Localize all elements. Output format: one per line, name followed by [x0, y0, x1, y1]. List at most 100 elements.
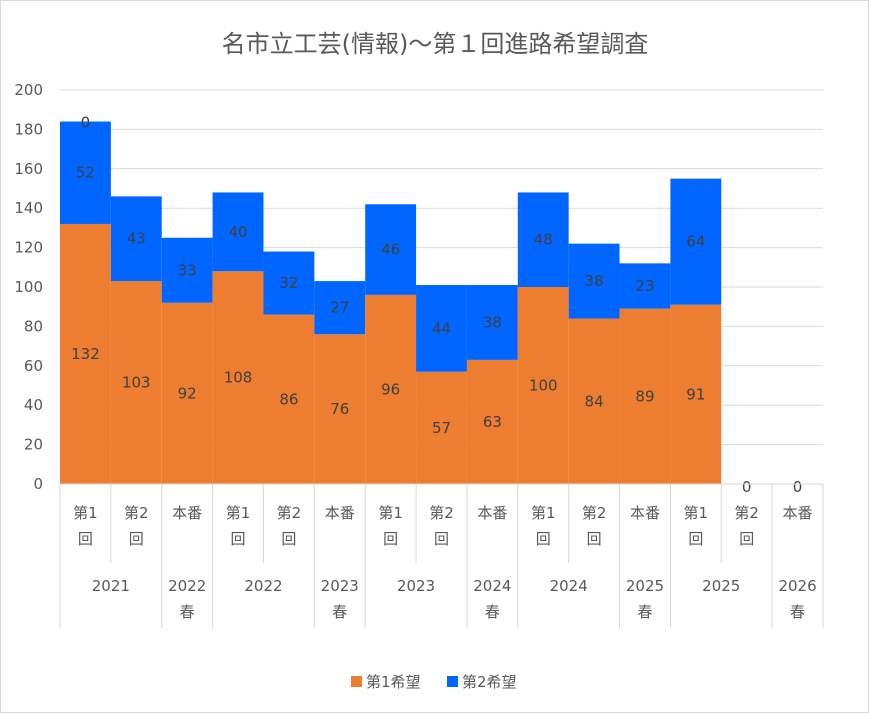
data-label-zero: 0 — [793, 478, 803, 496]
data-label: 44 — [432, 319, 451, 337]
y-tick-label: 180 — [14, 120, 43, 138]
data-label: 33 — [178, 261, 197, 279]
bar-second-choice — [60, 121, 111, 224]
x-category-label: 第2 — [277, 504, 302, 522]
bar-first-choice — [212, 271, 264, 484]
x-group-label: 春 — [180, 603, 195, 621]
x-group-label: 春 — [485, 603, 500, 621]
y-tick-label: 60 — [24, 357, 43, 375]
x-group-label: 2023 — [397, 577, 435, 595]
data-label: 132 — [71, 345, 100, 363]
data-label: 23 — [635, 277, 654, 295]
x-category-label: 回 — [688, 530, 703, 548]
y-tick-label: 0 — [33, 475, 43, 493]
x-category-label: 回 — [78, 530, 93, 548]
bar-second-choice — [416, 285, 467, 372]
x-category-label: 第1 — [684, 504, 709, 522]
data-label: 84 — [585, 392, 604, 410]
bar-second-choice — [212, 192, 264, 272]
legend-label-second-choice: 第2希望 — [462, 673, 517, 691]
x-category-label: 回 — [739, 530, 754, 548]
x-category-label: 第2 — [429, 504, 454, 522]
data-label: 27 — [330, 299, 349, 317]
x-group-label: 2024 — [473, 577, 511, 595]
bar-first-choice — [517, 287, 569, 484]
bar-second-choice — [466, 285, 518, 360]
bar-first-choice — [619, 308, 671, 484]
x-category-label: 第2 — [124, 504, 149, 522]
bar-first-choice — [365, 294, 417, 484]
x-group-label: 2025 — [702, 577, 740, 595]
data-label-zero: 0 — [81, 114, 91, 132]
x-category-label: 第1 — [226, 504, 251, 522]
data-label: 57 — [432, 419, 451, 437]
x-category-label: 回 — [231, 530, 246, 548]
y-tick-label: 160 — [14, 160, 43, 178]
x-category-label: 本番 — [325, 504, 355, 522]
data-label: 76 — [330, 400, 349, 418]
x-category-label: 本番 — [172, 504, 202, 522]
data-label: 38 — [585, 272, 604, 290]
y-tick-label: 200 — [14, 81, 43, 99]
bar-second-choice — [365, 204, 417, 295]
y-tick-label: 80 — [24, 317, 43, 335]
y-tick-label: 100 — [14, 278, 43, 296]
data-label: 89 — [635, 387, 654, 405]
bar-first-choice — [110, 281, 162, 484]
data-label: 100 — [529, 377, 558, 395]
bar-first-choice — [161, 302, 213, 484]
x-category-label: 回 — [383, 530, 398, 548]
data-label: 46 — [381, 241, 400, 259]
x-group-label: 春 — [790, 603, 805, 621]
x-group-label: 春 — [332, 603, 347, 621]
x-category-label: 第2 — [582, 504, 607, 522]
data-label: 86 — [279, 390, 298, 408]
y-tick-label: 20 — [24, 436, 43, 454]
data-label: 40 — [228, 223, 247, 241]
bar-first-choice — [466, 359, 518, 484]
bar-first-choice — [263, 314, 315, 484]
bar-second-choice — [161, 237, 213, 303]
bar-first-choice — [568, 318, 620, 484]
data-label: 103 — [122, 374, 151, 392]
y-axis: 0 20 40 60 80 100 120 140 160 180 200 — [14, 81, 43, 493]
data-label: 91 — [686, 385, 705, 403]
x-category-label: 回 — [587, 530, 602, 548]
x-axis: 第1 回 第2 回 本番 第1 回 第2 回 本番 第1 回 第2 回 本番 第1 回 第2 回 本番 第1 回 第2 回 本番… — [59, 483, 824, 628]
x-group-label: 2026 — [778, 577, 816, 595]
x-category-label: 第1 — [378, 504, 403, 522]
y-tick-label: 120 — [14, 239, 43, 257]
data-label: 64 — [686, 233, 705, 251]
data-label: 108 — [224, 369, 253, 387]
bar-first-choice — [670, 304, 722, 484]
x-group-label: 2025 — [626, 577, 664, 595]
chart-title: 名市立工芸(情報)〜第１回進路希望調査 — [222, 30, 649, 58]
legend: 第1希望 第2希望 — [351, 673, 517, 691]
data-label: 96 — [381, 380, 400, 398]
legend-swatch-second-choice — [447, 676, 458, 687]
x-category-label: 回 — [434, 530, 449, 548]
bar-second-choice — [110, 196, 162, 282]
x-group-label: 2021 — [92, 577, 130, 595]
data-label: 92 — [178, 384, 197, 402]
data-label: 38 — [483, 313, 502, 331]
bar-first-choice — [416, 371, 467, 484]
y-tick-label: 40 — [24, 396, 43, 414]
x-category-label: 回 — [536, 530, 551, 548]
x-category-label: 第1 — [531, 504, 556, 522]
x-category-label: 回 — [281, 530, 296, 548]
bar-second-choice — [670, 178, 722, 305]
data-labels: 132 52 103 43 92 33 108 40 86 32 76 27 96 46 57 44 63 38 1… — [71, 114, 802, 496]
x-group-label: 2022 — [168, 577, 206, 595]
bar-second-choice — [568, 243, 620, 319]
x-category-label: 本番 — [630, 504, 660, 522]
bar-second-choice — [619, 263, 671, 309]
x-group-label: 2022 — [244, 577, 282, 595]
x-group-label: 春 — [637, 603, 652, 621]
data-label: 52 — [76, 164, 95, 182]
bar-first-choice — [60, 223, 111, 484]
x-category-label: 第2 — [734, 504, 759, 522]
bar-second-choice — [517, 192, 569, 287]
